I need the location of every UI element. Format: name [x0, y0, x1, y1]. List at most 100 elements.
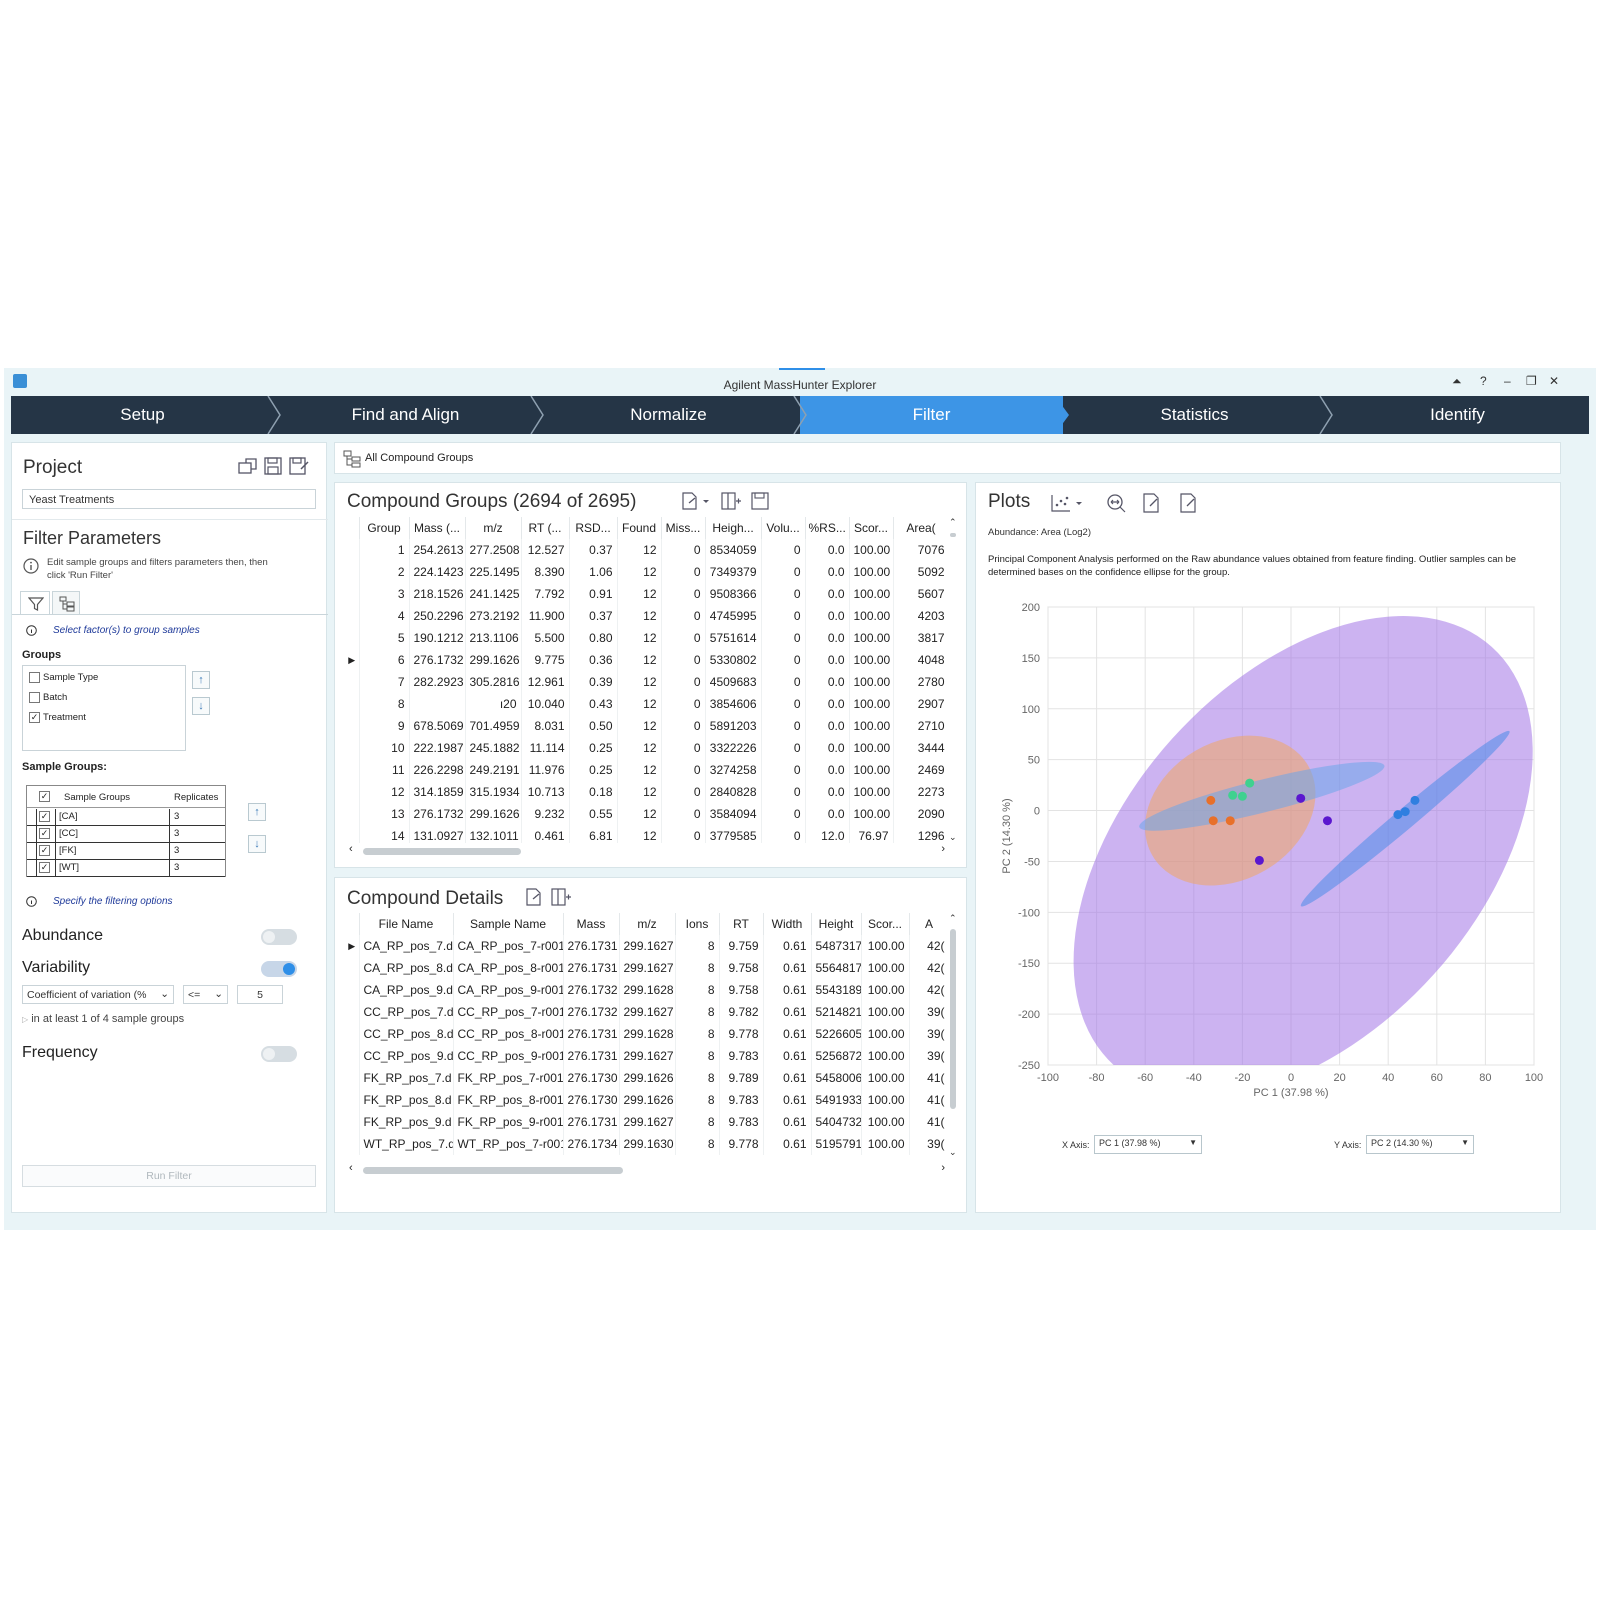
sample-point[interactable]: [1322, 816, 1332, 826]
column-header[interactable]: Mass (...: [409, 517, 466, 539]
column-header[interactable]: Volu...: [761, 517, 806, 539]
sample-group-row[interactable]: ✓ [CC] 3: [27, 826, 225, 843]
column-header[interactable]: m/z: [465, 517, 522, 539]
sample-point[interactable]: [1206, 795, 1216, 805]
table-row[interactable]: 7 282.2923 305.2816 12.961 0.39 12 0 4509683 0 0.…: [345, 671, 949, 693]
variability-value-field[interactable]: 5: [237, 985, 283, 1004]
table-row[interactable]: 10 222.1987 245.1882 11.114 0.25 12 0 3322226 0 0…: [345, 737, 949, 759]
tab-tree[interactable]: [52, 591, 80, 615]
column-header[interactable]: %RS...: [805, 517, 850, 539]
table-row[interactable]: FK_RP_pos_8.d FK_RP_pos_8-r001 276.1730 299…: [345, 1089, 949, 1111]
column-header[interactable]: RT (...: [521, 517, 570, 539]
step-filter[interactable]: Filter: [800, 396, 1069, 434]
table-row[interactable]: 4 250.2296 273.2192 11.900 0.37 12 0 4745995 0 0.…: [345, 605, 949, 627]
column-header[interactable]: m/z: [619, 913, 676, 935]
scroll-down-icon[interactable]: ⌄: [949, 1147, 957, 1157]
scroll-thumb[interactable]: [363, 1167, 623, 1174]
step-normalize[interactable]: Normalize: [537, 396, 807, 434]
project-name-field[interactable]: Yeast Treatments: [22, 489, 316, 509]
group-item-sample-type[interactable]: Sample Type: [29, 672, 98, 683]
table-row[interactable]: FK_RP_pos_7.d FK_RP_pos_7-r001 276.1730 299…: [345, 1067, 949, 1089]
frequency-toggle[interactable]: [261, 1046, 297, 1062]
sample-group-checkbox[interactable]: ✓: [39, 828, 50, 839]
checkbox[interactable]: [29, 672, 40, 683]
column-chooser-icon[interactable]: [551, 888, 571, 906]
table-row[interactable]: 12 314.1859 315.1934 10.713 0.18 12 0 2840828 0 0…: [345, 781, 949, 803]
move-up-button[interactable]: ↑: [248, 803, 266, 821]
table-row[interactable]: 1 254.2613 277.2508 12.527 0.37 12 0 8534059 0 0.…: [345, 539, 949, 561]
table-row[interactable]: 9 678.5069 701.4959 8.031 0.50 12 0 5891203 0 0.0…: [345, 715, 949, 737]
sample-point[interactable]: [1254, 855, 1264, 865]
scroll-left-icon[interactable]: ‹: [349, 843, 353, 855]
table-row[interactable]: 2 224.1423 225.1495 8.390 1.06 12 0 7349379 0 0.0…: [345, 561, 949, 583]
sample-point[interactable]: [1296, 793, 1306, 803]
sample-group-row[interactable]: ✓ [WT] 3: [27, 860, 225, 877]
close-icon[interactable]: ✕: [1549, 374, 1560, 388]
save-icon[interactable]: [751, 492, 769, 510]
column-header[interactable]: Height: [811, 913, 862, 935]
vertical-scrollbar[interactable]: ⌃ ⌄: [949, 517, 957, 843]
table-row[interactable]: 3 218.1526 241.1425 7.792 0.91 12 0 9508366 0 0.0…: [345, 583, 949, 605]
select-all-checkbox[interactable]: ✓: [39, 791, 50, 802]
variability-operator-select[interactable]: <= ⌄: [183, 985, 228, 1004]
tab-filter[interactable]: [20, 591, 50, 615]
column-header[interactable]: Ions: [675, 913, 720, 935]
variability-toggle[interactable]: [261, 961, 297, 977]
save-as-icon[interactable]: [289, 457, 309, 475]
save-icon[interactable]: [264, 457, 282, 475]
zoom-fit-icon[interactable]: [1106, 493, 1126, 513]
step-find-align[interactable]: Find and Align: [274, 396, 544, 434]
export-icon[interactable]: [525, 888, 545, 906]
table-row[interactable]: 13 276.1732 299.1626 9.232 0.55 12 0 3584094 0 0.…: [345, 803, 949, 825]
scroll-right-icon[interactable]: ›: [941, 1162, 945, 1174]
sample-point[interactable]: [1393, 810, 1403, 820]
table-row[interactable]: CA_RP_pos_9.d CA_RP_pos_9-r001 276.1732 299…: [345, 979, 949, 1001]
vertical-scrollbar[interactable]: ⌃ ⌄: [949, 913, 957, 1158]
x-axis-select[interactable]: PC 1 (37.98 %) ▼: [1094, 1135, 1202, 1154]
table-row[interactable]: 8 ı20 10.040 0.43 12 0 3854606 0 0.0 100.00 2907: [345, 693, 949, 715]
y-axis-select[interactable]: PC 2 (14.30 %) ▼: [1366, 1135, 1474, 1154]
column-header[interactable]: Scor...: [849, 517, 894, 539]
sample-point[interactable]: [1410, 795, 1420, 805]
sample-point[interactable]: [1225, 816, 1235, 826]
table-row[interactable]: ▶ CA_RP_pos_7.d CA_RP_pos_7-r001 276.1731 29…: [345, 935, 949, 957]
restore-icon[interactable]: ❐: [1526, 374, 1537, 388]
table-row[interactable]: ▶ 6 276.1732 299.1626 9.775 0.36 12 0 5330802 0 0.…: [345, 649, 949, 671]
table-row[interactable]: CC_RP_pos_9.d CC_RP_pos_9-r001 276.1731 299…: [345, 1045, 949, 1067]
column-header[interactable]: File Name: [359, 913, 454, 935]
sample-group-row[interactable]: ✓ [FK] 3: [27, 843, 225, 860]
column-header[interactable]: Width: [763, 913, 812, 935]
group-item-batch[interactable]: Batch: [29, 692, 67, 703]
sample-point[interactable]: [1237, 791, 1247, 801]
table-row[interactable]: WT_RP_pos_7.d WT_RP_pos_7-r001 276.1734 299…: [345, 1133, 949, 1155]
help-icon[interactable]: ?: [1480, 374, 1487, 388]
column-header[interactable]: Sample Name: [453, 913, 564, 935]
row-selector[interactable]: [27, 809, 37, 825]
table-row[interactable]: 14 131.0927 132.1011 0.461 6.81 12 0 3779585 0 12…: [345, 825, 949, 843]
checkbox-checked[interactable]: ✓: [29, 712, 40, 723]
sample-point[interactable]: [1400, 807, 1410, 817]
sample-point[interactable]: [1245, 778, 1255, 788]
column-header[interactable]: Area(: [893, 517, 949, 539]
column-header[interactable]: Heigh...: [705, 517, 762, 539]
expand-icon[interactable]: ▷: [22, 1015, 29, 1024]
table-row[interactable]: 5 190.1212 213.1106 5.500 0.80 12 0 5751614 0 0.0…: [345, 627, 949, 649]
pca-scatter-plot[interactable]: -100 -80 -60 -40 -20 0 20 40 60 80 100 20015010050…: [996, 593, 1552, 1113]
horizontal-scrollbar[interactable]: ‹ ›: [345, 843, 945, 857]
plot-type-icon[interactable]: [1050, 493, 1084, 513]
sample-group-checkbox[interactable]: ✓: [39, 811, 50, 822]
step-setup[interactable]: Setup: [11, 396, 281, 434]
run-filter-button[interactable]: Run Filter: [22, 1165, 316, 1187]
abundance-toggle[interactable]: [261, 929, 297, 945]
scroll-down-icon[interactable]: ⌄: [949, 832, 957, 842]
column-header[interactable]: Group: [359, 517, 410, 539]
column-header[interactable]: Miss...: [661, 517, 706, 539]
scroll-up-icon[interactable]: ⌃: [949, 913, 957, 923]
scroll-thumb[interactable]: [950, 533, 956, 537]
copy-plot-icon[interactable]: [1179, 493, 1199, 513]
sample-group-checkbox[interactable]: ✓: [39, 845, 50, 856]
column-header[interactable]: Mass: [563, 913, 620, 935]
column-chooser-icon[interactable]: [721, 492, 741, 510]
row-selector[interactable]: [27, 826, 37, 842]
variability-metric-select[interactable]: Coefficient of variation (% ⌄: [22, 985, 174, 1004]
